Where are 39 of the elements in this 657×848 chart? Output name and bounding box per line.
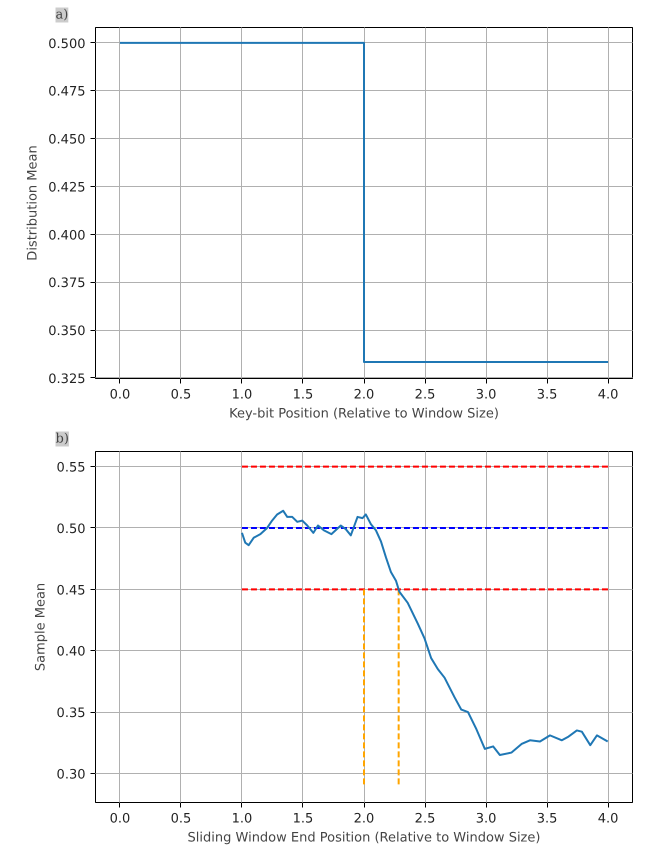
y-axis-title: Sample Mean (34, 582, 49, 672)
x-tick-label: 0.0 (110, 388, 130, 402)
y-tick-label: 0.50 (56, 522, 86, 537)
x-tick-label: 3.0 (476, 812, 496, 826)
x-tick-label: 1.0 (232, 812, 252, 826)
y-tick-label: 0.400 (48, 228, 86, 244)
y-tick-label: 0.450 (48, 132, 86, 148)
y-tick-label: 0.40 (56, 644, 86, 660)
x-tick-label: 0.5 (170, 388, 192, 402)
x-tick-label: 4.0 (598, 388, 618, 402)
y-axis-title: Distribution Mean (25, 145, 40, 261)
x-tick-label: 1.5 (292, 812, 314, 826)
x-axis-title: Key-bit Position (Relative to Window Size) (229, 406, 499, 422)
line-series (240, 510, 609, 756)
y-tick-label: 0.30 (56, 767, 86, 782)
y-tick-label: 0.425 (48, 180, 86, 196)
x-tick-label: 0.0 (110, 812, 130, 826)
y-tick-label: 0.55 (56, 460, 86, 476)
x-axis-title: Sliding Window End Position (Relative to Window Size) (188, 830, 540, 846)
y-tick-label: 0.375 (48, 276, 86, 292)
x-tick-label: 2.0 (354, 812, 374, 826)
x-tick-label: 3.5 (536, 388, 558, 402)
x-tick-label: 3.5 (536, 812, 558, 826)
chart-title: b) (56, 432, 69, 446)
y-tick-label: 0.350 (48, 324, 86, 340)
y-tick-label: 0.35 (56, 706, 86, 722)
x-tick-label: 2.5 (414, 388, 436, 402)
x-tick-label: 1.0 (232, 388, 252, 402)
chart-title: a) (56, 8, 68, 22)
y-tick-label: 0.325 (48, 372, 86, 387)
y-tick-label: 0.475 (48, 84, 86, 100)
x-tick-label: 4.0 (598, 812, 618, 826)
x-tick-label: 2.0 (354, 388, 374, 402)
x-tick-label: 1.5 (292, 388, 314, 402)
y-tick-label: 0.45 (56, 583, 86, 598)
x-tick-label: 2.5 (414, 812, 436, 826)
y-tick-label: 0.500 (48, 36, 86, 52)
x-tick-label: 0.5 (170, 812, 192, 826)
x-tick-label: 3.0 (476, 388, 496, 402)
